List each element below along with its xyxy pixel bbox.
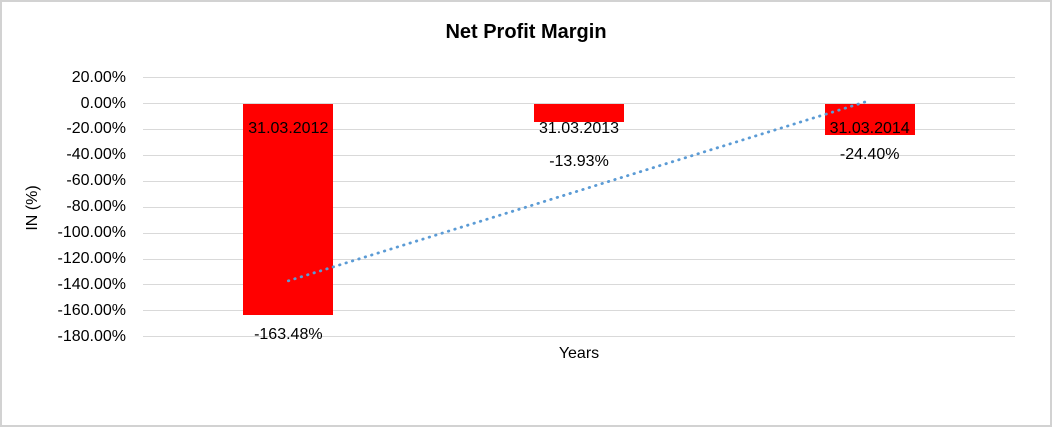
y-axis-tick-label: 0.00% — [80, 94, 126, 112]
gridline — [143, 77, 1015, 79]
y-axis-tick-label: 20.00% — [71, 68, 126, 86]
y-axis-tick-label: -40.00% — [66, 146, 126, 164]
category-label: 31.03.2013 — [538, 120, 620, 137]
gridline — [143, 284, 1015, 286]
chart-title: Net Profit Margin — [445, 21, 607, 43]
data-label: -13.93% — [549, 153, 609, 170]
y-axis-tick-label: -180.00% — [57, 327, 127, 345]
category-label: 31.03.2012 — [248, 120, 329, 137]
y-axis-tick-label: -140.00% — [57, 275, 127, 293]
y-axis-tick-label: -20.00% — [66, 120, 126, 138]
gridline — [143, 336, 1015, 338]
y-axis-tick-label: -160.00% — [57, 301, 127, 319]
gridline — [143, 310, 1015, 312]
data-label: -163.48% — [254, 325, 323, 343]
bar — [534, 103, 624, 122]
y-axis-tick-label: -120.00% — [57, 250, 127, 268]
category-label: 31.03.2014 — [829, 120, 910, 137]
x-axis-title: Years — [558, 345, 600, 362]
y-axis-tick-label: -60.00% — [66, 172, 126, 190]
data-label: -24.40% — [839, 145, 900, 163]
y-axis-tick-label: -100.00% — [57, 224, 127, 242]
y-axis-tick-label: -80.00% — [66, 198, 126, 216]
